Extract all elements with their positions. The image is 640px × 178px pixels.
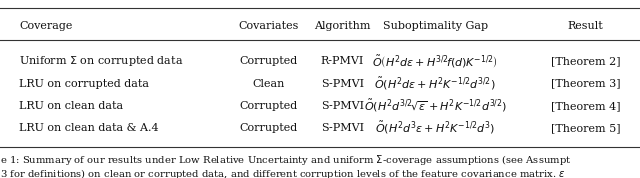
Text: LRU on clean data & A.4: LRU on clean data & A.4 xyxy=(19,123,159,133)
Text: Algorithm: Algorithm xyxy=(314,21,371,31)
Text: R-PMVI: R-PMVI xyxy=(321,56,364,66)
Text: 3 for definitions) on clean or corrupted data, and different corruption levels o: 3 for definitions) on clean or corrupted… xyxy=(0,167,566,178)
Text: LRU on corrupted data: LRU on corrupted data xyxy=(19,79,149,89)
Text: Coverage: Coverage xyxy=(19,21,72,31)
Text: Clean: Clean xyxy=(253,79,285,89)
Text: [Theorem 2]: [Theorem 2] xyxy=(551,56,620,66)
Text: [Theorem 3]: [Theorem 3] xyxy=(551,79,620,89)
Text: Result: Result xyxy=(568,21,604,31)
Text: Suboptimality Gap: Suboptimality Gap xyxy=(383,21,488,31)
Text: Corrupted: Corrupted xyxy=(239,101,298,111)
Text: $\tilde{O}\left(H^2 d^3\epsilon + H^2 K^{-1/2} d^3\right)$: $\tilde{O}\left(H^2 d^3\epsilon + H^2 K^… xyxy=(375,120,495,136)
Text: [Theorem 5]: [Theorem 5] xyxy=(551,123,620,133)
Text: $\tilde{O}\left(H^2 d^{3/2}\!\sqrt{\epsilon} + H^2 K^{-1/2} d^{3/2}\right)$: $\tilde{O}\left(H^2 d^{3/2}\!\sqrt{\epsi… xyxy=(364,98,507,114)
Text: $\tilde{O}\left(H^2 d\epsilon + H^{3/2}\!f(d)K^{-1/2}\right)$: $\tilde{O}\left(H^2 d\epsilon + H^{3/2}\… xyxy=(372,53,498,70)
Text: S-PMVI: S-PMVI xyxy=(321,123,364,133)
Text: S-PMVI: S-PMVI xyxy=(321,79,364,89)
Text: S-PMVI: S-PMVI xyxy=(321,101,364,111)
Text: Covariates: Covariates xyxy=(239,21,299,31)
Text: Corrupted: Corrupted xyxy=(239,56,298,66)
Text: Corrupted: Corrupted xyxy=(239,123,298,133)
Text: $\tilde{O}\left(H^2 d\epsilon + H^2 K^{-1/2} d^{3/2}\right)$: $\tilde{O}\left(H^2 d\epsilon + H^2 K^{-… xyxy=(374,75,496,92)
Text: e 1: Summary of our results under Low Relative Uncertainty and uniform $\Sigma$-: e 1: Summary of our results under Low Re… xyxy=(0,153,572,167)
Text: LRU on clean data: LRU on clean data xyxy=(19,101,124,111)
Text: [Theorem 4]: [Theorem 4] xyxy=(551,101,620,111)
Text: Uniform $\Sigma$ on corrupted data: Uniform $\Sigma$ on corrupted data xyxy=(19,54,184,68)
